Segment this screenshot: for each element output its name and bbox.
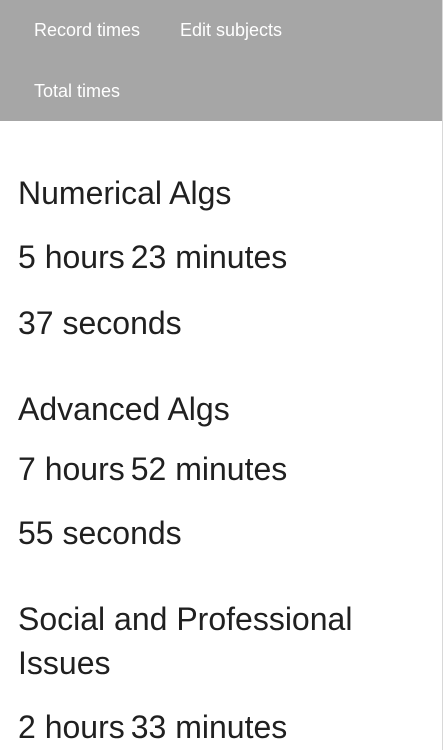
subject-name: Advanced Algs bbox=[18, 391, 230, 427]
subject-minutes: 33 minutes bbox=[130, 709, 288, 745]
nav-link-record-times[interactable]: Record times bbox=[34, 20, 141, 40]
subject-time-hours-minutes: 5 hours 23 minutes bbox=[18, 235, 424, 279]
subject-entry: Advanced Algs 7 hours 52 minutes 55 secon… bbox=[18, 345, 424, 555]
subject-entry: Numerical Algs 5 hours 23 minutes 37 seco… bbox=[18, 121, 424, 345]
nav-link-total-times[interactable]: Total times bbox=[34, 81, 121, 101]
subject-times-list: Numerical Algs 5 hours 23 minutes 37 seco… bbox=[0, 121, 442, 749]
subject-minutes: 23 minutes bbox=[130, 239, 288, 275]
subject-seconds: 37 seconds bbox=[18, 305, 182, 341]
subject-minutes: 52 minutes bbox=[130, 451, 288, 487]
top-navigation: Record times Edit subjects Total times bbox=[0, 0, 442, 121]
nav-link-edit-subjects[interactable]: Edit subjects bbox=[180, 20, 283, 40]
subject-entry: Social and Professional Issues 2 hours 33… bbox=[18, 555, 424, 749]
subject-hours: 7 hours bbox=[18, 451, 125, 487]
subject-seconds: 55 seconds bbox=[18, 515, 182, 551]
subject-time-hours-minutes: 7 hours 52 minutes bbox=[18, 447, 424, 491]
subject-hours: 5 hours bbox=[18, 239, 125, 275]
subject-time-hours-minutes: 2 hours 33 minutes bbox=[18, 705, 424, 749]
subject-name: Social and Professional Issues bbox=[18, 601, 353, 681]
subject-name: Numerical Algs bbox=[18, 175, 232, 211]
subject-hours: 2 hours bbox=[18, 709, 125, 745]
